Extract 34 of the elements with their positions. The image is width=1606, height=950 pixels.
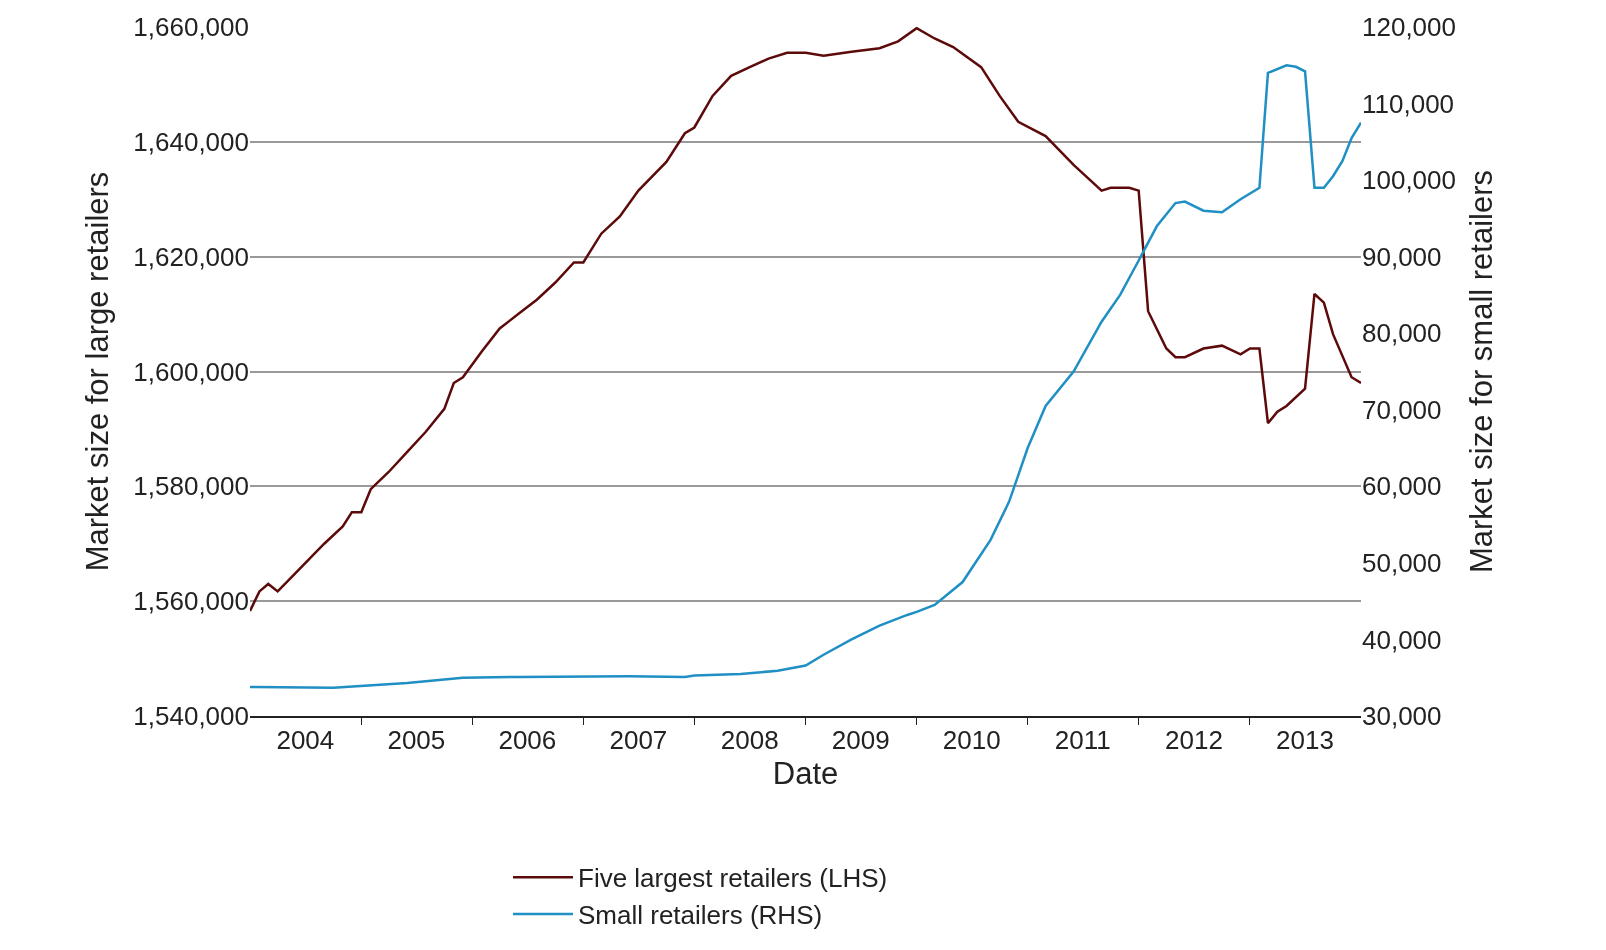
y2-tick-label: 30,000 [1362, 701, 1442, 732]
x-tick-label: 2008 [720, 724, 779, 755]
y2-tick-label: 110,000 [1362, 88, 1455, 119]
line-series [250, 27, 1361, 613]
y2-tick-label: 40,000 [1362, 624, 1442, 655]
y-tick-label: 1,560,000 [133, 586, 249, 617]
y-tick-label: 1,620,000 [133, 241, 249, 272]
y-tick-label: 1,600,000 [133, 356, 249, 387]
x-tick-label: 2007 [609, 724, 668, 755]
x-tick-label: 2006 [498, 724, 557, 755]
y-tick-label: 1,540,000 [133, 701, 249, 732]
y-axis-title: Market size for large retailers [79, 171, 115, 572]
y-tick-label: 1,660,000 [133, 12, 249, 43]
y2-tick-label: 80,000 [1362, 318, 1442, 349]
x-tick-label: 2013 [1276, 724, 1334, 755]
legend-label: Small retailers (RHS) [578, 900, 823, 931]
legend-label: Five largest retailers (LHS) [578, 863, 888, 894]
y2-axis-title: Market size for small retailers [1464, 169, 1500, 574]
y2-tick-label: 90,000 [1362, 241, 1442, 272]
y-tick-label: 1,580,000 [133, 471, 249, 502]
x-tick-label: 2009 [831, 724, 890, 755]
x-tick-label: 2010 [942, 724, 1001, 755]
y-tick-label: 1,640,000 [133, 126, 249, 157]
y2-tick-label: 70,000 [1362, 394, 1442, 425]
x-axis-title: Date [772, 755, 839, 791]
line-series [250, 64, 1361, 689]
y2-tick-label: 60,000 [1362, 471, 1442, 502]
y2-tick-label: 120,000 [1362, 12, 1456, 43]
x-tick-label: 2004 [276, 724, 335, 755]
x-tick-label: 2012 [1165, 724, 1223, 755]
x-tick-label: 2011 [1054, 724, 1111, 755]
y2-tick-label: 100,000 [1362, 165, 1456, 196]
x-tick-label: 2005 [387, 724, 446, 755]
y2-tick-label: 50,000 [1362, 547, 1442, 578]
